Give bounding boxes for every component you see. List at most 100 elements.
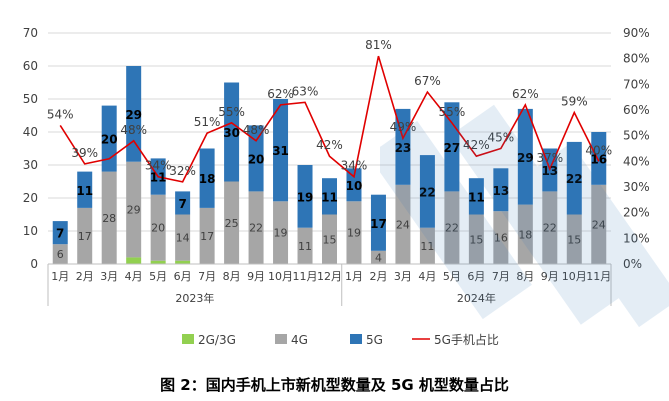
bar-4g	[346, 201, 362, 264]
legend-label: 4G	[291, 333, 308, 347]
x-tick-label: 10月	[562, 270, 587, 283]
y-left-tick-label: 30	[23, 158, 38, 172]
bar-4g	[224, 181, 240, 264]
data-label-5g: 23	[395, 141, 412, 155]
bar-4g	[52, 244, 68, 264]
data-label-5g: 11	[150, 171, 167, 185]
y-right-tick-label: 10%	[623, 231, 650, 245]
grid	[48, 32, 611, 232]
bar-4g	[566, 214, 582, 264]
bar-4g	[591, 184, 607, 264]
line-label: 63%	[292, 84, 319, 98]
x-tick-label: 5月	[443, 270, 461, 283]
labels: 6 7 17 11 28 20 29 29 20 11 14 7 17 18 25 30 22 20 19 31 11 1…	[56, 108, 607, 265]
bar-4g	[199, 207, 215, 264]
y-left-tick-label: 70	[23, 26, 38, 40]
x-tick-label: 9月	[541, 270, 559, 283]
bar-5g	[126, 66, 142, 162]
line-label: 62%	[512, 87, 539, 101]
y-right-tick-label: 30%	[623, 180, 650, 194]
y-right-tick-label: 80%	[623, 52, 650, 66]
x-tick-label: 8月	[223, 270, 241, 283]
bar-5g	[175, 191, 191, 215]
line-label: 59%	[561, 95, 588, 109]
x-group-label: 2024年	[457, 291, 496, 305]
bar-4g	[419, 227, 435, 264]
data-label-5g: 22	[566, 172, 583, 186]
data-label-4g: 15	[469, 233, 483, 246]
data-label-5g: 18	[199, 172, 216, 186]
data-label-4g: 19	[274, 227, 288, 240]
legend-swatch	[182, 334, 194, 344]
data-label-5g: 20	[248, 152, 265, 166]
bar-5g	[370, 194, 386, 251]
x-tick-label: 9月	[247, 270, 265, 283]
y-left-tick-label: 10	[23, 224, 38, 238]
x-tick-label: 3月	[100, 270, 118, 283]
bar-4g	[297, 227, 313, 264]
bar-4g	[395, 184, 411, 264]
data-label-5g: 11	[76, 184, 93, 198]
data-label-4g: 6	[57, 248, 64, 261]
bar-4g	[273, 201, 289, 264]
data-label-4g: 28	[102, 212, 116, 225]
y-right-tick-label: 20%	[623, 206, 650, 220]
bar-5g	[77, 171, 93, 208]
bar-5g	[322, 178, 337, 215]
data-label-5g: 11	[468, 190, 485, 204]
bar-4g	[542, 191, 558, 264]
line-label: 39%	[71, 146, 98, 160]
data-label-5g: 22	[419, 185, 436, 199]
bar-2g-3g	[126, 257, 142, 264]
data-label-4g: 11	[420, 240, 434, 253]
data-label-5g: 13	[492, 184, 509, 198]
bar-5g	[591, 132, 607, 185]
data-label-5g: 13	[541, 164, 558, 178]
data-label-4g: 22	[543, 222, 557, 235]
line-label: 45%	[488, 131, 515, 145]
data-label-4g: 18	[518, 228, 532, 241]
bar-5g	[493, 168, 509, 212]
chart: 54%39%48%34%32%51%55%48%62%63%42%34%81%4…	[23, 26, 650, 347]
x-tick-label: 3月	[394, 270, 412, 283]
data-label-5g: 7	[178, 197, 186, 211]
x-tick-label: 8月	[516, 270, 534, 283]
bar-5g	[444, 102, 460, 192]
x-tick-label: 11月	[586, 270, 611, 283]
data-label-5g: 16	[590, 152, 607, 166]
bar-2g-3g	[175, 260, 191, 264]
x-tick-label: 1月	[51, 270, 69, 283]
x-tick-label: 4月	[418, 270, 436, 283]
data-label-4g: 24	[592, 218, 606, 231]
line-label: 42%	[463, 138, 490, 152]
y-right-tick-label: 70%	[623, 77, 650, 91]
line-label: 81%	[365, 38, 392, 52]
bar-5g	[346, 168, 362, 202]
legend-swatch	[350, 334, 362, 344]
y-right-tick-label: 90%	[623, 26, 650, 40]
bar-4g	[101, 171, 117, 264]
data-label-4g: 29	[127, 204, 141, 217]
legend-label: 5G手机占比	[434, 332, 499, 347]
line-series: 54%39%48%34%32%51%55%48%62%63%42%34%81%4…	[47, 38, 612, 183]
line-label: 48%	[120, 123, 147, 137]
bar-4g	[468, 214, 484, 264]
data-label-5g: 27	[444, 141, 461, 155]
data-label-5g: 31	[272, 144, 289, 158]
data-label-4g: 25	[225, 217, 239, 230]
data-label-4g: 14	[176, 232, 190, 245]
data-label-4g: 19	[347, 227, 361, 240]
data-label-4g: 15	[323, 233, 337, 246]
x-tick-label: 6月	[467, 270, 485, 283]
x-tick-label: 12月	[317, 270, 342, 283]
axes: 0 10 20 30 40 50 60 70 0% 10% 20% 30% 40% 50% 60% 70% 80…	[23, 26, 650, 306]
y-left-tick-label: 0	[30, 257, 38, 271]
bar-4g	[444, 191, 460, 264]
bar-4g	[322, 214, 337, 264]
data-label-5g: 7	[56, 227, 64, 241]
line-label: 54%	[47, 107, 74, 121]
bar-4g	[77, 207, 93, 264]
line-label: 48%	[243, 123, 270, 137]
y-left-tick-label: 50	[23, 92, 38, 106]
bar-5g	[419, 155, 435, 228]
